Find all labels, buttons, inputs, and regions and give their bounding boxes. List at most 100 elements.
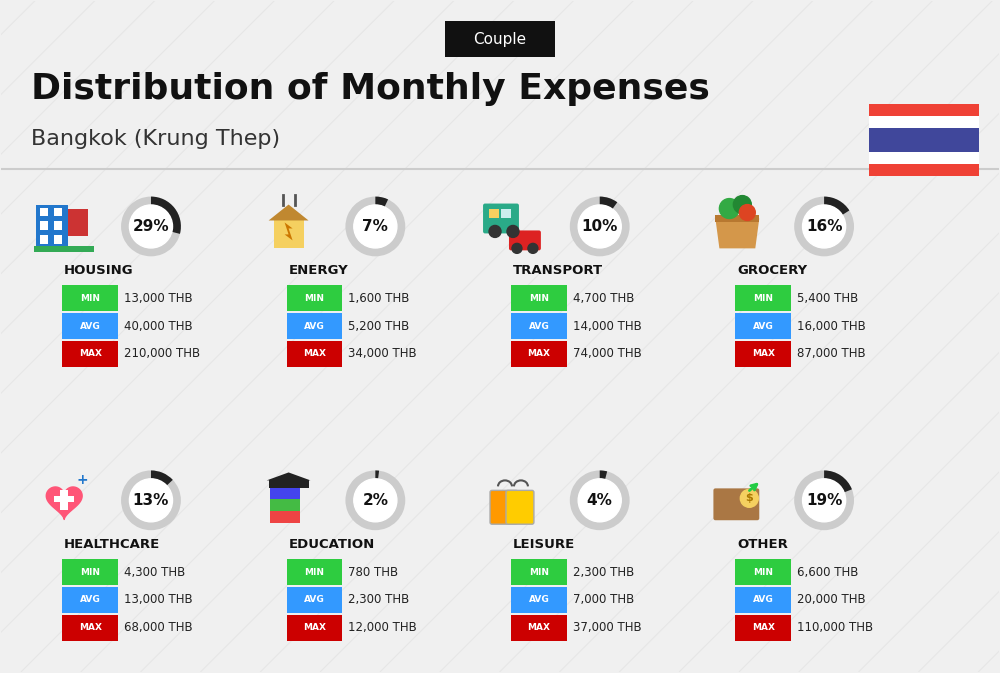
Text: MIN: MIN (305, 567, 325, 577)
Text: 210,000 THB: 210,000 THB (124, 347, 200, 361)
FancyBboxPatch shape (54, 207, 62, 217)
Text: 780 THB: 780 THB (348, 565, 399, 579)
Text: 4%: 4% (587, 493, 613, 508)
Text: MIN: MIN (305, 293, 325, 303)
FancyBboxPatch shape (287, 587, 342, 613)
FancyBboxPatch shape (490, 491, 518, 524)
Text: +: + (76, 473, 88, 487)
FancyBboxPatch shape (735, 615, 791, 641)
FancyBboxPatch shape (274, 221, 304, 248)
Text: OTHER: OTHER (737, 538, 788, 551)
FancyBboxPatch shape (509, 230, 541, 250)
FancyBboxPatch shape (62, 587, 118, 613)
Wedge shape (794, 470, 854, 530)
Text: MIN: MIN (529, 567, 549, 577)
Text: MIN: MIN (753, 567, 773, 577)
Polygon shape (285, 223, 293, 240)
Circle shape (803, 205, 846, 248)
Text: LEISURE: LEISURE (513, 538, 575, 551)
Circle shape (719, 199, 739, 219)
FancyBboxPatch shape (62, 341, 118, 367)
Text: MAX: MAX (79, 349, 102, 359)
FancyBboxPatch shape (713, 489, 759, 520)
Text: AVG: AVG (529, 322, 549, 330)
Text: 13%: 13% (133, 493, 169, 508)
Text: 7%: 7% (362, 219, 388, 234)
FancyBboxPatch shape (287, 341, 342, 367)
FancyBboxPatch shape (54, 236, 62, 244)
FancyBboxPatch shape (511, 559, 567, 585)
FancyBboxPatch shape (269, 481, 309, 489)
Text: GROCERY: GROCERY (737, 264, 807, 277)
Polygon shape (46, 487, 82, 520)
FancyBboxPatch shape (62, 285, 118, 311)
Text: AVG: AVG (529, 596, 549, 604)
Text: 10%: 10% (582, 219, 618, 234)
Wedge shape (121, 470, 181, 530)
Wedge shape (570, 197, 630, 256)
FancyBboxPatch shape (270, 498, 300, 511)
FancyBboxPatch shape (445, 22, 555, 57)
FancyBboxPatch shape (735, 341, 791, 367)
Text: 2,300 THB: 2,300 THB (348, 594, 410, 606)
FancyBboxPatch shape (735, 559, 791, 585)
Circle shape (578, 205, 621, 248)
FancyBboxPatch shape (511, 615, 567, 641)
Circle shape (354, 479, 397, 522)
FancyBboxPatch shape (36, 205, 68, 248)
Text: MAX: MAX (79, 623, 102, 633)
Text: MAX: MAX (527, 623, 550, 633)
FancyBboxPatch shape (735, 285, 791, 311)
Text: 5,400 THB: 5,400 THB (797, 291, 858, 305)
FancyBboxPatch shape (869, 152, 979, 164)
FancyBboxPatch shape (287, 313, 342, 339)
Text: MIN: MIN (80, 293, 100, 303)
Text: 37,000 THB: 37,000 THB (573, 621, 641, 634)
Text: 2%: 2% (362, 493, 388, 508)
Circle shape (740, 489, 758, 507)
Polygon shape (269, 205, 309, 221)
Text: EDUCATION: EDUCATION (289, 538, 375, 551)
FancyBboxPatch shape (869, 164, 979, 176)
Circle shape (489, 225, 501, 238)
Text: ENERGY: ENERGY (289, 264, 348, 277)
Text: TRANSPORT: TRANSPORT (513, 264, 603, 277)
Wedge shape (345, 197, 405, 256)
Text: 16%: 16% (806, 219, 842, 234)
Text: MAX: MAX (752, 349, 775, 359)
Polygon shape (715, 219, 759, 248)
FancyBboxPatch shape (270, 487, 300, 499)
Text: AVG: AVG (753, 596, 774, 604)
FancyBboxPatch shape (869, 116, 979, 128)
Text: 14,000 THB: 14,000 THB (573, 320, 642, 332)
Text: 29%: 29% (133, 219, 169, 234)
Text: MIN: MIN (529, 293, 549, 303)
FancyBboxPatch shape (511, 587, 567, 613)
FancyBboxPatch shape (34, 246, 94, 252)
Text: 13,000 THB: 13,000 THB (124, 594, 193, 606)
FancyBboxPatch shape (511, 341, 567, 367)
Text: MIN: MIN (753, 293, 773, 303)
Text: 1,600 THB: 1,600 THB (348, 291, 410, 305)
Text: 4,300 THB: 4,300 THB (124, 565, 185, 579)
FancyBboxPatch shape (287, 559, 342, 585)
Text: 19%: 19% (806, 493, 842, 508)
FancyBboxPatch shape (735, 587, 791, 613)
Circle shape (578, 479, 621, 522)
FancyBboxPatch shape (869, 128, 979, 152)
Text: 2,300 THB: 2,300 THB (573, 565, 634, 579)
Text: AVG: AVG (753, 322, 774, 330)
Wedge shape (600, 197, 617, 209)
Text: 7,000 THB: 7,000 THB (573, 594, 634, 606)
FancyBboxPatch shape (40, 236, 48, 244)
Circle shape (803, 479, 846, 522)
Text: AVG: AVG (304, 322, 325, 330)
Text: Couple: Couple (473, 32, 527, 46)
Text: 20,000 THB: 20,000 THB (797, 594, 866, 606)
Circle shape (739, 205, 755, 221)
Text: 40,000 THB: 40,000 THB (124, 320, 193, 332)
Text: 6,600 THB: 6,600 THB (797, 565, 859, 579)
FancyBboxPatch shape (489, 209, 499, 219)
Wedge shape (794, 197, 854, 256)
Text: HEALTHCARE: HEALTHCARE (64, 538, 160, 551)
